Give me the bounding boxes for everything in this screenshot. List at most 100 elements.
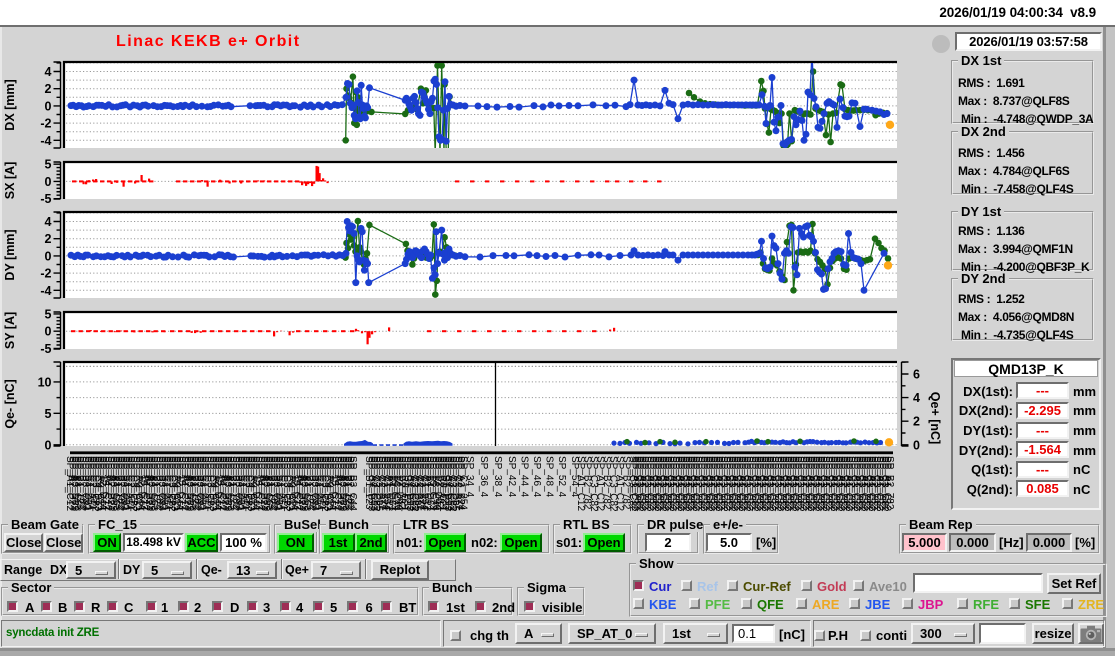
svg-text:SP_A2_B24: SP_A2_B24 (334, 456, 345, 511)
svg-text:SP_36_4: SP_36_4 (478, 456, 489, 498)
svg-text:SP_A1_C12: SP_A1_C12 (332, 456, 343, 511)
svg-text:SP_R0_C21: SP_R0_C21 (248, 456, 259, 512)
svg-text:SP_B4_D61: SP_B4_D61 (82, 456, 93, 511)
svg-text:SP_A1_C12: SP_A1_C12 (813, 456, 824, 511)
svg-text:SP_A4_C53: SP_A4_C53 (339, 456, 350, 511)
svg-text:SP_12_D44: SP_12_D44 (174, 456, 185, 510)
svg-text:SP_C3_C82: SP_C3_C82 (409, 456, 420, 512)
svg-text:SP_B2_782: SP_B2_782 (869, 456, 880, 510)
svg-text:SP_B2_782: SP_B2_782 (708, 456, 719, 510)
svg-text:SP_C1_254: SP_C1_254 (237, 456, 248, 510)
svg-text:SP_A1_C12: SP_A1_C12 (652, 456, 663, 511)
svg-text:SP_A1_C12: SP_A1_C12 (759, 456, 770, 511)
svg-text:2: 2 (913, 415, 920, 429)
svg-text:SP_A3_D85: SP_A3_D85 (69, 456, 80, 511)
svg-text:SP_52_4: SP_52_4 (556, 456, 567, 498)
svg-text:SP_B2_782: SP_B2_782 (769, 456, 780, 510)
svg-text:SP_B2_782: SP_B2_782 (739, 456, 750, 510)
svg-text:SP_C3_C82: SP_C3_C82 (608, 456, 619, 512)
svg-text:0: 0 (913, 438, 920, 452)
svg-text:SP_C4_B53: SP_C4_B53 (366, 456, 377, 511)
svg-text:SP_12_D44: SP_12_D44 (327, 456, 338, 510)
svg-text:-5: -5 (40, 192, 51, 206)
svg-text:SP_A1_C12: SP_A1_C12 (843, 456, 854, 511)
svg-text:SP_A1_C12: SP_A1_C12 (698, 456, 709, 511)
svg-text:SP_C3_C82: SP_C3_C82 (741, 456, 752, 512)
svg-text:SP_A2_B24: SP_A2_B24 (417, 456, 428, 511)
svg-text:SP_C3_C82: SP_C3_C82 (802, 456, 813, 512)
svg-text:SP_B2_782: SP_B2_782 (670, 456, 681, 510)
svg-text:SP_B4_D61: SP_B4_D61 (235, 456, 246, 511)
svg-text:SP_B1_123: SP_B1_123 (363, 456, 374, 510)
svg-text:SP_B3_C44: SP_B3_C44 (79, 456, 90, 511)
svg-text:SP_B2_782: SP_B2_782 (685, 456, 696, 510)
svg-text:SP_B2_782: SP_B2_782 (785, 456, 796, 510)
svg-text:SP_46_4: SP_46_4 (531, 456, 542, 498)
svg-text:SP_A1_C12: SP_A1_C12 (751, 456, 762, 511)
svg-text:-5: -5 (40, 342, 51, 356)
svg-text:0: 0 (45, 438, 52, 452)
svg-text:SP_A3_D85: SP_A3_D85 (260, 456, 271, 511)
svg-text:SY [A]: SY [A] (3, 312, 17, 349)
svg-text:SP_C2_471: SP_C2_471 (87, 456, 98, 510)
svg-text:SP_15_C73: SP_15_C73 (138, 456, 149, 510)
svg-text:SP_A1_C12: SP_A1_C12 (828, 456, 839, 511)
svg-text:SP_B2_782: SP_B2_782 (815, 456, 826, 510)
svg-text:SP_C4_B53: SP_C4_B53 (322, 456, 333, 511)
svg-text:SP_A1_C12: SP_A1_C12 (629, 456, 640, 511)
svg-text:SP_A3_D85: SP_A3_D85 (412, 456, 423, 511)
svg-text:SP_A3_D85: SP_A3_D85 (107, 456, 118, 511)
svg-text:SP_C3_C82: SP_C3_C82 (779, 456, 790, 512)
svg-text:SP_A4_C53: SP_A4_C53 (263, 456, 274, 511)
svg-text:SP_A1_C12: SP_A1_C12 (294, 456, 305, 511)
svg-text:SP_A2_B24: SP_A2_B24 (258, 456, 269, 511)
svg-text:SP_B2_782: SP_B2_782 (396, 456, 407, 510)
svg-text:10: 10 (38, 375, 52, 389)
svg-text:SP_B2_782: SP_B2_782 (115, 456, 126, 510)
svg-text:SP_C3_C82: SP_C3_C82 (764, 456, 775, 512)
svg-text:SP_B2_782: SP_B2_782 (716, 456, 727, 510)
svg-text:SP_R0_C21: SP_R0_C21 (437, 456, 448, 512)
svg-text:SP_C2_471: SP_C2_471 (278, 456, 289, 510)
svg-text:SP_A1_C12: SP_A1_C12 (866, 456, 877, 511)
svg-text:SP_B2_782: SP_B2_782 (647, 456, 658, 510)
svg-text:SP_C3_C82: SP_C3_C82 (695, 456, 706, 512)
svg-text:SP_15_C73: SP_15_C73 (215, 456, 226, 510)
svg-text:SP_B2_782: SP_B2_782 (582, 456, 593, 510)
svg-text:SP_B2_782: SP_B2_782 (192, 456, 203, 510)
svg-text:SP_C3_C82: SP_C3_C82 (757, 456, 768, 512)
svg-text:SP_R0_C21: SP_R0_C21 (399, 456, 410, 512)
svg-text:SP_A1_C12: SP_A1_C12 (744, 456, 755, 511)
svg-text:SP_B2_782: SP_B2_782 (601, 456, 612, 510)
svg-text:Qe- [nC]: Qe- [nC] (3, 379, 17, 428)
svg-text:SP_B2_782: SP_B2_782 (876, 456, 887, 510)
svg-text:0: 0 (45, 249, 52, 263)
svg-text:6: 6 (913, 368, 920, 382)
svg-text:SP_C3_C82: SP_C3_C82 (657, 456, 668, 512)
svg-text:0: 0 (45, 99, 52, 113)
svg-text:SP_B2_782: SP_B2_782 (746, 456, 757, 510)
svg-text:SP_A4_C53: SP_A4_C53 (225, 456, 236, 511)
svg-text:SP_54_4: SP_54_4 (569, 456, 580, 498)
svg-text:SP_C4_B53: SP_C4_B53 (245, 456, 256, 511)
svg-text:SP_R0_C21: SP_R0_C21 (95, 456, 106, 512)
svg-text:SP_B2_782: SP_B2_782 (792, 456, 803, 510)
svg-text:SP_A1_C12: SP_A1_C12 (790, 456, 801, 511)
svg-text:SP_B1_123: SP_B1_123 (401, 456, 412, 510)
svg-text:SP_B4_D61: SP_B4_D61 (158, 456, 169, 511)
svg-text:SP_B2_782: SP_B2_782 (345, 456, 356, 510)
svg-text:SX [A]: SX [A] (3, 162, 17, 200)
svg-text:SP_C2_471: SP_C2_471 (125, 456, 136, 510)
svg-text:SP_B2_782: SP_B2_782 (777, 456, 788, 510)
svg-text:SP_C3_C82: SP_C3_C82 (864, 456, 875, 512)
svg-text:SP_A1_C12: SP_A1_C12 (255, 456, 266, 511)
svg-text:SP_B2_782: SP_B2_782 (838, 456, 849, 510)
svg-text:SP_C2_471: SP_C2_471 (317, 456, 328, 510)
svg-text:SP_B2_782: SP_B2_782 (754, 456, 765, 510)
svg-text:SP_42_4: SP_42_4 (506, 456, 517, 498)
svg-text:SP_C4_B53: SP_C4_B53 (207, 456, 218, 511)
svg-text:SP_12_D44: SP_12_D44 (394, 456, 405, 510)
svg-text:SP_15_C73: SP_15_C73 (291, 456, 302, 510)
svg-text:SP_C3_C82: SP_C3_C82 (841, 456, 852, 512)
svg-text:SP_C1_254: SP_C1_254 (381, 456, 392, 510)
